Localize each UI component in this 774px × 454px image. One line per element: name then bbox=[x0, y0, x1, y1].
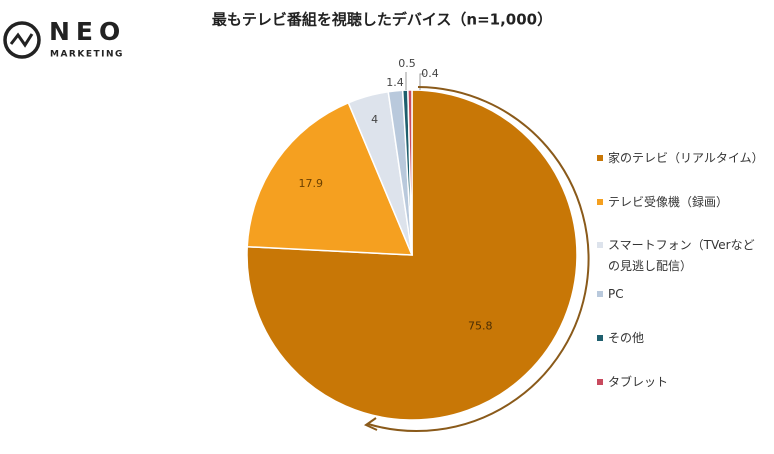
legend-label: タブレット bbox=[608, 375, 669, 389]
logo-ring bbox=[3, 21, 41, 59]
legend-swatch bbox=[597, 199, 603, 205]
legend-label: その他 bbox=[608, 331, 645, 345]
data-label: 0.4 bbox=[421, 67, 439, 80]
legend-label: PC bbox=[608, 287, 624, 301]
legend-label: テレビ受像機（録画） bbox=[608, 195, 729, 209]
data-label: 0.5 bbox=[398, 57, 416, 70]
data-label: 75.8 bbox=[468, 320, 493, 333]
legend-item: PC bbox=[597, 284, 762, 305]
legend-label: 家のテレビ（リアルタイム） bbox=[608, 151, 764, 165]
legend-swatch bbox=[597, 335, 603, 341]
pie: 75.8 17.9 4 1.4 0.5 0.4 bbox=[246, 57, 578, 421]
arrow-head bbox=[363, 417, 378, 431]
logo-sub: MARKETING bbox=[50, 50, 124, 60]
data-label: 17.9 bbox=[299, 177, 324, 190]
logo-name: NEO bbox=[49, 17, 126, 46]
legend-swatch bbox=[597, 379, 603, 385]
leader-line bbox=[419, 73, 425, 90]
pie-slice bbox=[246, 89, 578, 421]
legend-swatch bbox=[597, 155, 603, 161]
legend-swatch bbox=[597, 291, 603, 297]
pie-slice bbox=[407, 89, 413, 256]
data-label: 1.4 bbox=[386, 76, 404, 89]
legend-label: スマートフォン（TVerなどの見逃し配信） bbox=[608, 238, 755, 273]
logo-icon bbox=[9, 32, 34, 48]
arrow bbox=[367, 86, 590, 432]
chart-title: 最もテレビ番組を視聴したデバイス（n=1,000） bbox=[212, 11, 552, 29]
legend-item: テレビ受像機（録画） bbox=[597, 192, 762, 213]
data-label: 4 bbox=[371, 113, 378, 126]
legend-item: タブレット bbox=[597, 372, 762, 393]
legend-item: 家のテレビ（リアルタイム） bbox=[597, 148, 764, 169]
logo: NEO MARKETING bbox=[3, 17, 126, 60]
legend-item: その他 bbox=[597, 328, 762, 349]
legend-item: スマートフォン（TVerなどの見逃し配信） bbox=[597, 235, 762, 277]
pie-slice bbox=[246, 101, 414, 256]
legend-swatch bbox=[597, 242, 603, 248]
